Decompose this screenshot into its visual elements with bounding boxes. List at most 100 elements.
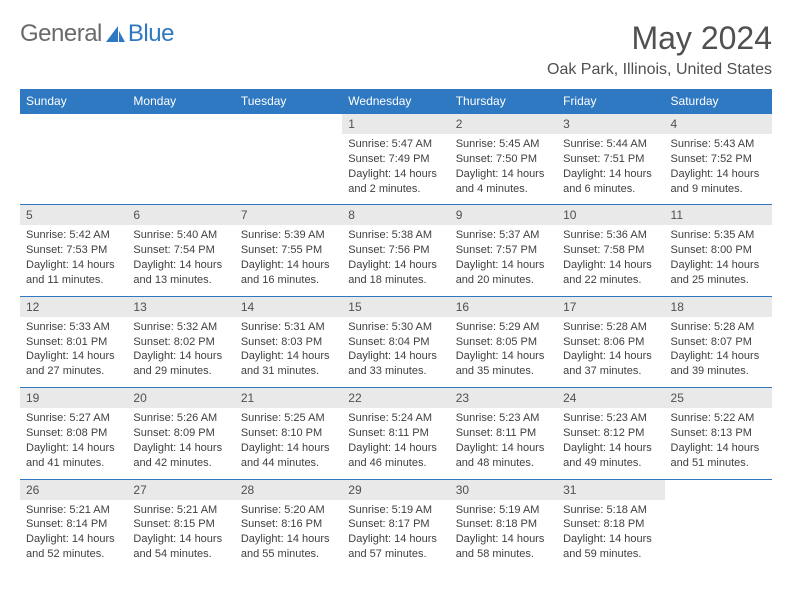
daylight-line: Daylight: 14 hours and 59 minutes.: [563, 533, 652, 560]
sunset-line: Sunset: 8:02 PM: [133, 336, 214, 348]
logo-sail-icon: [104, 24, 126, 44]
daylight-line: Daylight: 14 hours and 27 minutes.: [26, 350, 115, 377]
day-body: Sunrise: 5:40 AMSunset: 7:54 PMDaylight:…: [127, 225, 234, 295]
daylight-line: Daylight: 14 hours and 16 minutes.: [241, 259, 330, 286]
day-body: Sunrise: 5:19 AMSunset: 8:18 PMDaylight:…: [450, 500, 557, 570]
sunset-line: Sunset: 8:10 PM: [241, 427, 322, 439]
calendar-cell: 8Sunrise: 5:38 AMSunset: 7:56 PMDaylight…: [342, 205, 449, 296]
day-number: 13: [127, 297, 234, 317]
day-body: Sunrise: 5:20 AMSunset: 8:16 PMDaylight:…: [235, 500, 342, 570]
daylight-line: Daylight: 14 hours and 11 minutes.: [26, 259, 115, 286]
calendar-cell: 10Sunrise: 5:36 AMSunset: 7:58 PMDayligh…: [557, 205, 664, 296]
calendar-cell: 18Sunrise: 5:28 AMSunset: 8:07 PMDayligh…: [665, 296, 772, 387]
calendar-cell: 1Sunrise: 5:47 AMSunset: 7:49 PMDaylight…: [342, 114, 449, 205]
day-body: Sunrise: 5:24 AMSunset: 8:11 PMDaylight:…: [342, 408, 449, 478]
header-bar: General Blue May 2024 Oak Park, Illinois…: [20, 20, 772, 79]
day-number: 15: [342, 297, 449, 317]
sunrise-line: Sunrise: 5:37 AM: [456, 229, 540, 241]
day-number: 2: [450, 114, 557, 134]
sunrise-line: Sunrise: 5:18 AM: [563, 504, 647, 516]
sunset-line: Sunset: 8:14 PM: [26, 518, 107, 530]
sunset-line: Sunset: 7:49 PM: [348, 153, 429, 165]
calendar-cell: 24Sunrise: 5:23 AMSunset: 8:12 PMDayligh…: [557, 388, 664, 479]
empty-day: [235, 114, 342, 134]
empty-body: [665, 500, 772, 563]
sunrise-line: Sunrise: 5:25 AM: [241, 412, 325, 424]
calendar-cell: 16Sunrise: 5:29 AMSunset: 8:05 PMDayligh…: [450, 296, 557, 387]
calendar-cell: 9Sunrise: 5:37 AMSunset: 7:57 PMDaylight…: [450, 205, 557, 296]
day-body: Sunrise: 5:23 AMSunset: 8:12 PMDaylight:…: [557, 408, 664, 478]
day-body: Sunrise: 5:42 AMSunset: 7:53 PMDaylight:…: [20, 225, 127, 295]
daylight-line: Daylight: 14 hours and 58 minutes.: [456, 533, 545, 560]
day-body: Sunrise: 5:37 AM Sunset: 7:57 PM Daylight:…: [450, 225, 557, 295]
calendar-cell: 7Sunrise: 5:39 AMSunset: 7:55 PMDaylight…: [235, 205, 342, 296]
calendar-cell: 13Sunrise: 5:32 AMSunset: 8:02 PMDayligh…: [127, 296, 234, 387]
day-number: 6: [127, 205, 234, 225]
daylight-line: Daylight: 14 hours and 25 minutes.: [671, 259, 760, 286]
calendar-cell: [665, 479, 772, 570]
sunset-line: Sunset: 7:57 PM: [456, 244, 537, 256]
daylight-line: Daylight: 14 hours and 20 minutes.: [456, 259, 545, 286]
sunrise-line: Sunrise: 5:23 AM: [456, 412, 540, 424]
calendar-cell: [20, 114, 127, 205]
weekday-header: Thursday: [450, 89, 557, 114]
day-body: Sunrise: 5:25 AM Sunset: 8:10 PM Daylight:…: [235, 408, 342, 478]
calendar-cell: 19Sunrise: 5:27 AMSunset: 8:08 PMDayligh…: [20, 388, 127, 479]
day-body: Sunrise: 5:47 AMSunset: 7:49 PMDaylight:…: [342, 134, 449, 204]
calendar-cell: 21 Sunrise: 5:25 AM Sunset: 8:10 PM Dayligh…: [235, 388, 342, 479]
sunset-line: Sunset: 8:13 PM: [671, 427, 752, 439]
sunset-line: Sunset: 7:53 PM: [26, 244, 107, 256]
sunset-line: Sunset: 8:16 PM: [241, 518, 322, 530]
day-body: Sunrise: 5:23 AMSunset: 8:11 PMDaylight:…: [450, 408, 557, 478]
day-number: 19: [20, 388, 127, 408]
daylight-line: Daylight: 14 hours and 22 minutes.: [563, 259, 652, 286]
day-number: 25: [665, 388, 772, 408]
day-body: Sunrise: 5:26 AMSunset: 8:09 PMDaylight:…: [127, 408, 234, 478]
day-number: 21: [235, 388, 342, 408]
day-body: Sunrise: 5:19 AMSunset: 8:17 PMDaylight:…: [342, 500, 449, 570]
sunrise-line: Sunrise: 5:33 AM: [26, 321, 110, 333]
calendar-cell: 11Sunrise: 5:35 AMSunset: 8:00 PMDayligh…: [665, 205, 772, 296]
empty-body: [127, 134, 234, 197]
day-body: Sunrise: 5:30 AMSunset: 8:04 PMDaylight:…: [342, 317, 449, 387]
day-body: Sunrise: 5:28 AMSunset: 8:06 PMDaylight:…: [557, 317, 664, 387]
sunrise-line: Sunrise: 5:20 AM: [241, 504, 325, 516]
sunrise-line: Sunrise: 5:19 AM: [456, 504, 540, 516]
empty-body: [235, 134, 342, 197]
sunrise-line: Sunrise: 5:43 AM: [671, 138, 755, 150]
calendar-cell: 25Sunrise: 5:22 AMSunset: 8:13 PMDayligh…: [665, 388, 772, 479]
sunset-line: Sunset: 7:55 PM: [241, 244, 322, 256]
day-number: 5: [20, 205, 127, 225]
sunset-line: Sunset: 8:17 PM: [348, 518, 429, 530]
sunset-line: Sunset: 8:08 PM: [26, 427, 107, 439]
day-body: Sunrise: 5:28 AMSunset: 8:07 PMDaylight:…: [665, 317, 772, 387]
empty-day: [127, 114, 234, 134]
daylight-line: Daylight: 14 hours and 31 minutes.: [241, 350, 330, 377]
day-number: 16: [450, 297, 557, 317]
sunrise-line: Sunrise: 5:38 AM: [348, 229, 432, 241]
weekday-header: Monday: [127, 89, 234, 114]
weekday-header: Saturday: [665, 89, 772, 114]
day-number: 17: [557, 297, 664, 317]
calendar-cell: 20Sunrise: 5:26 AMSunset: 8:09 PMDayligh…: [127, 388, 234, 479]
day-body: Sunrise: 5:27 AMSunset: 8:08 PMDaylight:…: [20, 408, 127, 478]
day-body: Sunrise: 5:33 AMSunset: 8:01 PMDaylight:…: [20, 317, 127, 387]
calendar-cell: [235, 114, 342, 205]
daylight-line: Daylight: 14 hours and 54 minutes.: [133, 533, 222, 560]
daylight-line: Daylight: 14 hours and 33 minutes.: [348, 350, 437, 377]
sunrise-line: Sunrise: 5:24 AM: [348, 412, 432, 424]
sunrise-line: Sunrise: 5:47 AM: [348, 138, 432, 150]
sunset-line: Sunset: 8:04 PM: [348, 336, 429, 348]
calendar-cell: 22Sunrise: 5:24 AMSunset: 8:11 PMDayligh…: [342, 388, 449, 479]
sunrise-line: Sunrise: 5:27 AM: [26, 412, 110, 424]
daylight-line: Daylight: 14 hours and 35 minutes.: [456, 350, 545, 377]
sunrise-line: Sunrise: 5:22 AM: [671, 412, 755, 424]
sunset-line: Sunset: 7:51 PM: [563, 153, 644, 165]
sunset-line: Sunset: 7:54 PM: [133, 244, 214, 256]
calendar-cell: 17Sunrise: 5:28 AMSunset: 8:06 PMDayligh…: [557, 296, 664, 387]
calendar-cell: 6Sunrise: 5:40 AMSunset: 7:54 PMDaylight…: [127, 205, 234, 296]
location-label: Oak Park, Illinois, United States: [547, 61, 772, 79]
calendar-cell: 2Sunrise: 5:45 AMSunset: 7:50 PMDaylight…: [450, 114, 557, 205]
weekday-header: Sunday: [20, 89, 127, 114]
daylight-line: Daylight: 14 hours and 44 minutes.: [241, 442, 330, 469]
